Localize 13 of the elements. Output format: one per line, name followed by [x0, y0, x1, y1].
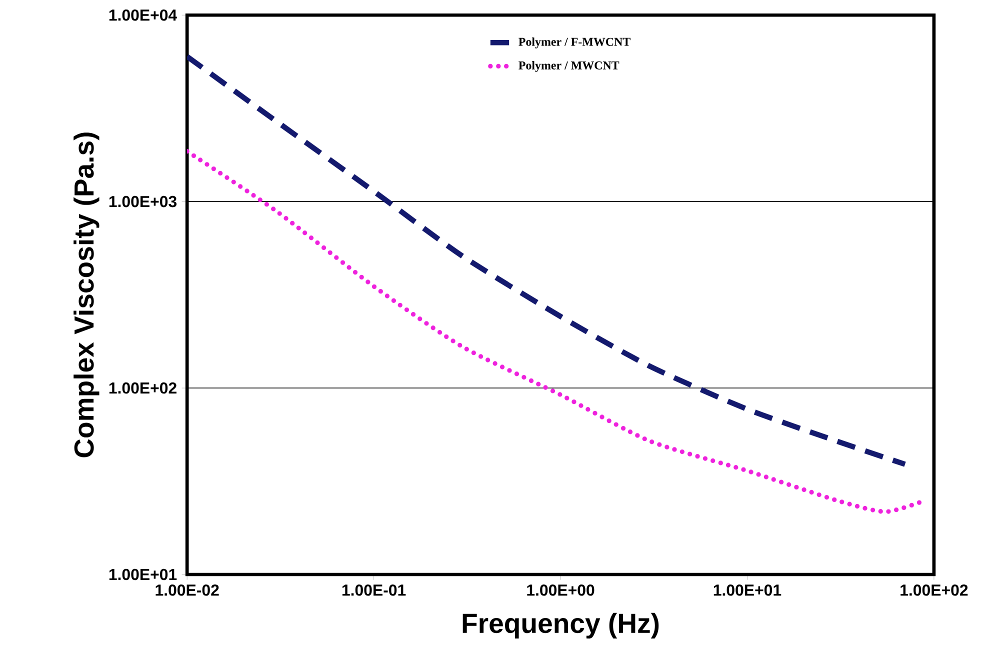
- y-tick-label: 1.00E+03: [109, 196, 177, 208]
- x-tick-label: 1.00E+01: [714, 584, 782, 596]
- x-axis-title: Frequency (Hz): [462, 612, 659, 639]
- y-axis-title: Complex Viscosity (Pa.s): [74, 132, 100, 458]
- x-tick-label: 1.00E-02: [156, 584, 219, 596]
- legend-label: Polymer / F-MWCNT: [518, 37, 630, 48]
- x-tick-label: 1.00E-01: [342, 584, 406, 596]
- y-tick-label: 1.00E+01: [109, 568, 177, 580]
- x-tick-label: 1.00E+02: [900, 584, 968, 596]
- y-tick-label: 1.00E+02: [109, 382, 176, 394]
- legend-label: Polymer / MWCNT: [518, 61, 620, 72]
- x-tick-label: 1.00E+00: [527, 584, 594, 596]
- y-tick-label: 1.00E+04: [109, 9, 178, 21]
